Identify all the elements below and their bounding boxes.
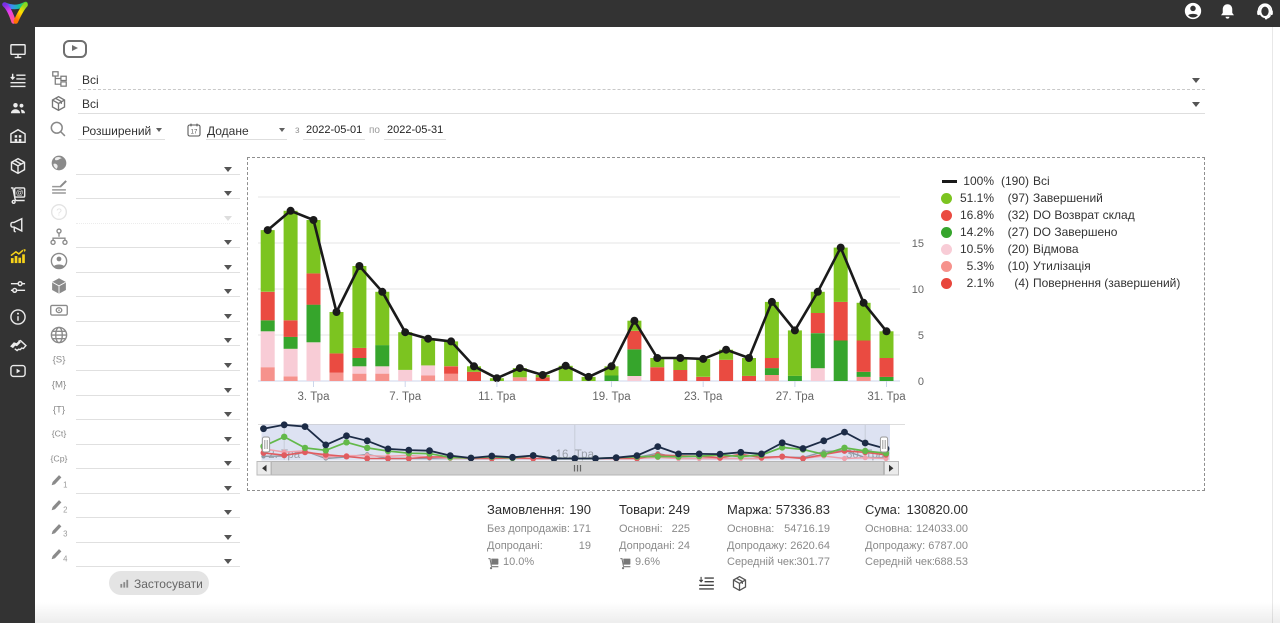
svg-text:4: 4 (63, 554, 68, 563)
svg-text:@: @ (15, 188, 23, 197)
svg-text:23. Тра: 23. Тра (684, 391, 723, 403)
svg-text:{Ct}: {Ct} (52, 429, 67, 439)
svg-text:3. Тра: 3. Тра (298, 391, 331, 403)
svg-text:27. Тра: 27. Тра (776, 391, 815, 403)
svg-text:5: 5 (918, 330, 924, 342)
svg-text:3: 3 (63, 530, 67, 539)
svg-text:7. Тра: 7. Тра (389, 391, 422, 403)
svg-text:{M}: {M} (52, 380, 67, 391)
svg-text:10: 10 (912, 284, 924, 296)
svg-text:11. Тра: 11. Тра (478, 391, 516, 403)
svg-text:{S}: {S} (53, 355, 67, 366)
svg-text:31. Тра: 31. Тра (867, 391, 906, 403)
svg-text:19. Тра: 19. Тра (592, 391, 631, 403)
svg-text:{Cp}: {Cp} (51, 453, 68, 463)
svg-text:1: 1 (63, 481, 67, 490)
svg-text:{T}: {T} (53, 404, 66, 415)
svg-text:15: 15 (912, 238, 924, 250)
svg-text:2: 2 (63, 505, 67, 514)
svg-text:0: 0 (918, 376, 924, 388)
svg-text:17: 17 (191, 130, 198, 136)
svg-text:?: ? (56, 208, 62, 219)
